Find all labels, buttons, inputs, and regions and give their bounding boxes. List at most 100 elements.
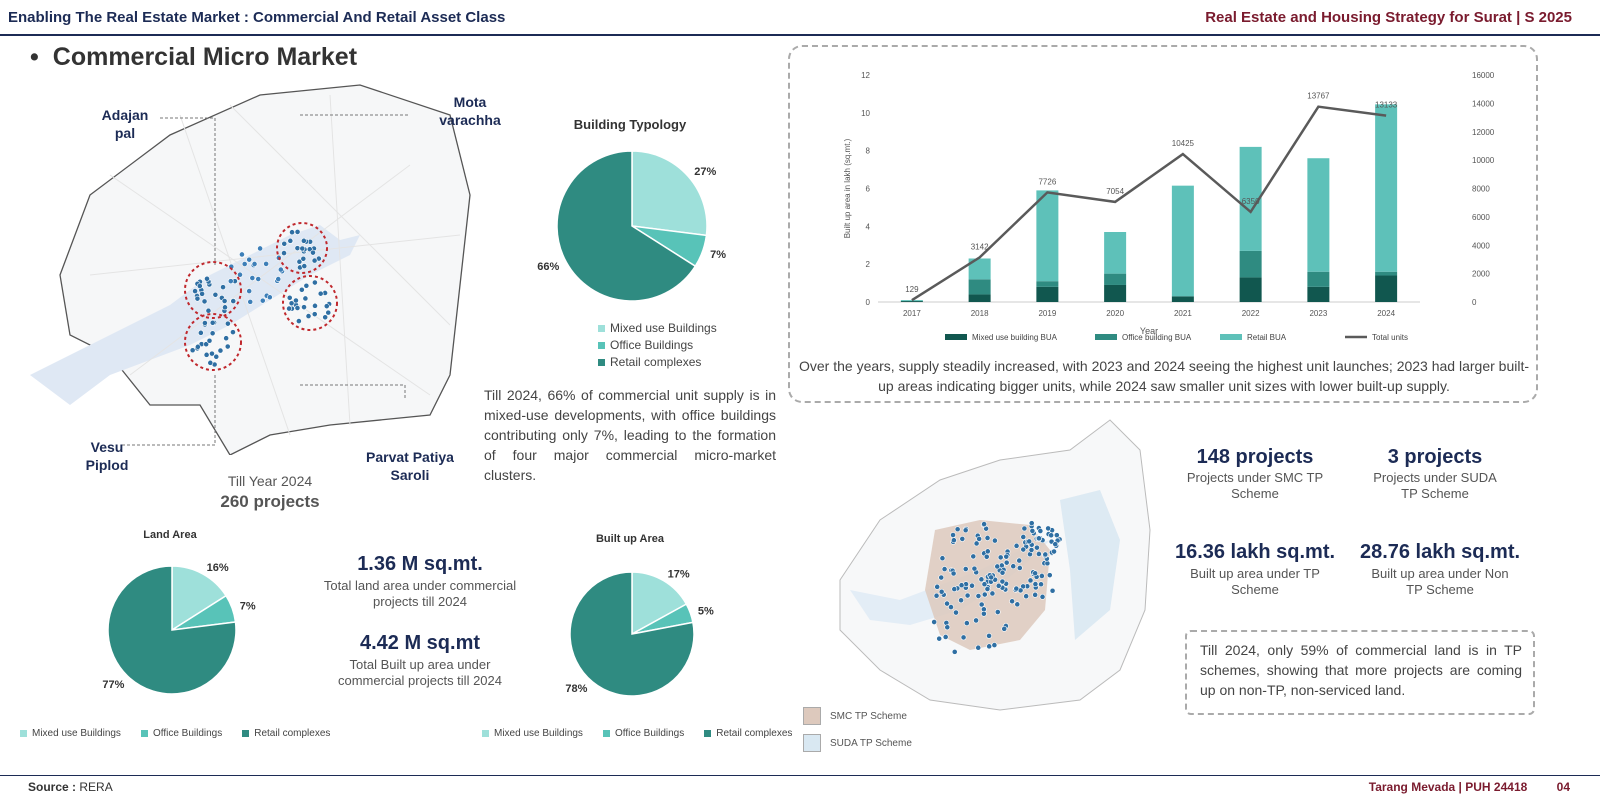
legend-swatch — [242, 729, 250, 737]
nontp-bua-value: 28.76 lakh sq.mt. — [1359, 541, 1521, 563]
project-pin — [1036, 535, 1042, 542]
y2-tick-label: 0 — [1472, 298, 1477, 307]
project-pin — [287, 237, 294, 244]
project-pin — [1014, 601, 1021, 608]
project-pin — [311, 279, 318, 286]
y2-tick-label: 14000 — [1472, 99, 1495, 108]
legend-item: Retail complexes — [242, 728, 330, 739]
legend-label: Total units — [1372, 333, 1408, 342]
project-pin — [962, 527, 969, 534]
project-pin — [1028, 547, 1035, 553]
project-pin — [934, 583, 941, 590]
project-pin — [973, 617, 979, 624]
project-pin — [938, 588, 945, 595]
legend-label: Retail complexes — [716, 728, 793, 739]
bar-segment — [1307, 286, 1330, 302]
total-units-line — [911, 105, 1387, 302]
bar-segment — [1375, 271, 1398, 276]
y2-tick-label: 2000 — [1472, 270, 1490, 279]
project-pin — [311, 257, 318, 264]
project-pin — [964, 592, 971, 599]
project-pin — [1048, 532, 1055, 539]
project-pin — [984, 548, 991, 555]
suda-projects-desc: Projects under SUDA TP Scheme — [1373, 470, 1497, 501]
project-pin — [1049, 587, 1056, 594]
map-till-year: Till Year 2024 — [227, 473, 313, 489]
pie-value-label: 78% — [565, 683, 587, 695]
project-pin — [986, 643, 993, 650]
project-pin — [969, 582, 975, 589]
cluster-circle — [184, 313, 242, 371]
project-pin — [1016, 557, 1023, 564]
author-name: Tarang Mevada | PUH 24418 — [1368, 780, 1528, 794]
project-pin — [939, 555, 946, 562]
label-parvat-patiya: Parvat Patiya Saroli — [366, 449, 454, 483]
footer-author: Tarang Mevada | PUH 24418 04 — [1369, 780, 1570, 794]
project-pin — [1010, 563, 1017, 570]
project-pin — [277, 266, 284, 273]
project-pin — [196, 283, 203, 289]
legend-swatch — [140, 729, 148, 737]
project-pin — [980, 610, 987, 617]
pie-value-label: 17% — [668, 569, 690, 581]
callout-lines — [120, 114, 410, 446]
x-tick-label: 2022 — [1242, 309, 1260, 318]
pie-value-label: 27% — [694, 166, 716, 178]
bar-segment — [1375, 104, 1398, 272]
y-tick-label: 0 — [866, 298, 871, 307]
project-pin — [981, 521, 987, 527]
project-pin — [286, 305, 292, 312]
project-pin — [294, 305, 301, 311]
project-pin — [958, 582, 965, 589]
supply-description: Over the years, supply steadily increase… — [798, 358, 1530, 394]
y2-tick-label: 10000 — [1472, 156, 1495, 165]
legend-item: Office Buildings — [602, 728, 684, 739]
project-pin — [1009, 598, 1016, 605]
land-pie-legend: Mixed use Buildings Office Buildings Retai… — [20, 728, 330, 739]
legend-swatch — [598, 342, 605, 350]
cluster-circle — [184, 261, 242, 319]
land-area-desc: Total land area under commercial project… — [323, 578, 517, 609]
bar-segment — [968, 279, 991, 295]
project-pin — [938, 574, 945, 581]
cluster-circle — [282, 275, 338, 331]
pie-value-label: 77% — [102, 679, 124, 691]
project-pin — [989, 590, 996, 597]
legend-label: Retail complexes — [610, 355, 702, 369]
legend-item: Office Buildings — [140, 728, 222, 739]
tp-description: Till 2024, only 59% of commercial land i… — [1200, 642, 1522, 698]
typology-pie-chart: 27% 7% 66% — [537, 150, 726, 302]
project-pin — [199, 290, 205, 297]
project-pin — [1038, 573, 1045, 579]
bar-segment — [1104, 273, 1127, 285]
bar-segment — [968, 258, 991, 280]
project-pin — [984, 586, 991, 592]
bua-desc: Total Built up area under commercial pro… — [337, 657, 502, 688]
project-pin — [976, 536, 983, 542]
line-data-label: 10425 — [1172, 139, 1195, 148]
pie-slice — [631, 571, 688, 636]
y-tick-label: 2 — [866, 260, 871, 269]
project-pin — [944, 624, 951, 631]
project-pin — [325, 309, 332, 316]
project-pin — [201, 298, 208, 305]
project-pin — [1034, 544, 1040, 551]
pie-value-label: 5% — [698, 605, 714, 617]
project-pin — [207, 359, 214, 366]
x-tick-label: 2017 — [903, 309, 921, 318]
project-pin — [293, 297, 299, 304]
project-pin — [950, 532, 956, 538]
label-vesu-piplod: Vesu Piplod — [85, 439, 129, 473]
legend-swatch — [598, 325, 605, 333]
project-pin — [1052, 541, 1059, 548]
project-pin — [1038, 581, 1044, 588]
typology-pie-title: Building Typology — [573, 117, 687, 132]
suda-legend-swatch — [803, 734, 821, 752]
project-pin — [323, 303, 330, 310]
project-pin — [1021, 525, 1028, 532]
suda-tp-area — [1060, 490, 1120, 640]
bar-segment — [1104, 232, 1127, 274]
project-pin — [289, 229, 295, 236]
project-pin — [950, 537, 957, 544]
project-pin — [230, 298, 237, 304]
